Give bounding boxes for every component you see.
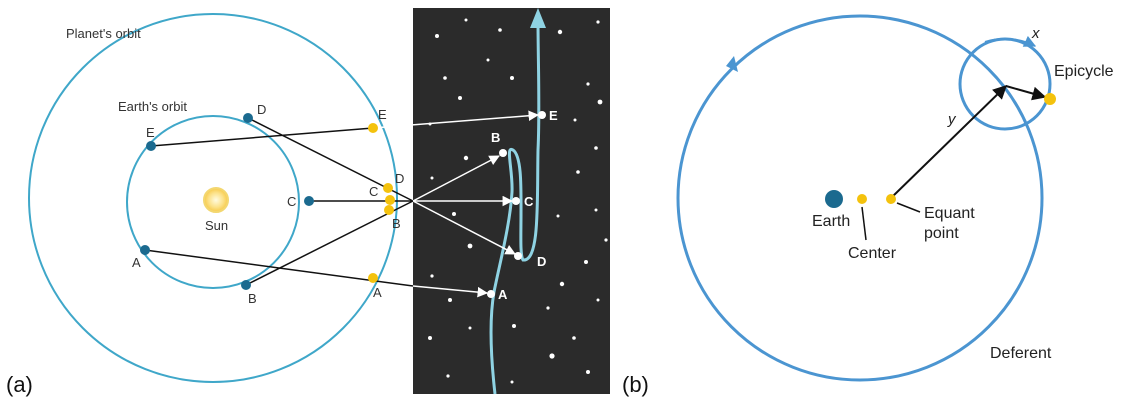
vector-x: [1005, 85, 1047, 101]
planet-label-b: B: [392, 216, 401, 231]
earth-label-c: C: [287, 194, 296, 209]
planet-label-e: E: [378, 107, 387, 122]
equant-pointer: [896, 202, 921, 213]
earth-label-b: B: [248, 291, 257, 306]
sky-position-c: [512, 197, 520, 205]
sky-label-e: E: [549, 108, 558, 123]
sky-label-c: C: [524, 194, 534, 209]
center-point: [857, 194, 867, 204]
planet-position-b: [384, 205, 394, 215]
panel-a-label: (a): [6, 372, 33, 397]
equant-label-line2: point: [924, 225, 959, 242]
sky-label-b: B: [491, 130, 500, 145]
epicycle-label: Epicycle: [1054, 63, 1114, 80]
y-label: y: [947, 111, 957, 128]
earth-position-a: [140, 245, 150, 255]
planet-position-d: [383, 183, 393, 193]
earth-position-e: [146, 141, 156, 151]
equant-point: [886, 194, 896, 204]
vector-y: [890, 85, 1008, 199]
planet-orbit: [28, 13, 398, 383]
planet-orbit-label: Planet's orbit: [66, 26, 141, 41]
earth-label-e: E: [146, 125, 155, 140]
planet-position-a: [368, 273, 378, 283]
sun-icon: [203, 187, 229, 213]
center-pointer: [861, 206, 867, 241]
earth-label: Earth: [812, 213, 850, 230]
sky-position-a: [487, 290, 495, 298]
apparent-path: [489, 19, 541, 395]
earth-position-c: [304, 196, 314, 206]
earth-label-d: D: [257, 102, 266, 117]
sky-position-b: [499, 149, 507, 157]
stars: [428, 18, 608, 384]
sky-position-d: [514, 252, 522, 260]
epicycle-circle: [958, 37, 1052, 131]
earth-positions: [140, 113, 314, 290]
earth-position-b: [241, 280, 251, 290]
sky-positions: [487, 111, 546, 298]
earth-orbit-label: Earth's orbit: [118, 99, 187, 114]
earth-orbit: [126, 115, 300, 289]
sky-label-d: D: [537, 254, 546, 269]
panel-b: Epicycle x y Earth Center Equant point D…: [622, 14, 1114, 397]
planet-label-c: C: [369, 184, 378, 199]
equant-label-line1: Equant: [924, 205, 975, 222]
sky-position-e: [538, 111, 546, 119]
planet-position-e: [368, 123, 378, 133]
center-label: Center: [848, 245, 897, 262]
deferent-direction-arrow-icon: [726, 56, 738, 72]
panel-b-label: (b): [622, 372, 649, 397]
planet-label-d: D: [395, 171, 404, 186]
sun-label: Sun: [205, 218, 228, 233]
panel-a: Planet's orbit Earth's orbit Sun A B C D…: [6, 8, 610, 397]
path-arrow-icon: [530, 8, 546, 28]
x-label: x: [1031, 25, 1040, 42]
deferent-label: Deferent: [990, 345, 1052, 362]
epicycle-direction-arrow: [984, 35, 1037, 47]
planet-position-c: [385, 195, 395, 205]
deferent-circle: [676, 14, 1044, 382]
planet-positions: [368, 123, 395, 283]
earth-position-d: [243, 113, 253, 123]
earth-icon: [825, 190, 843, 208]
sky-label-a: A: [498, 287, 508, 302]
earth-label-a: A: [132, 255, 141, 270]
planet-label-a: A: [373, 285, 382, 300]
planet-point: [1044, 93, 1056, 105]
sight-lines: [144, 110, 540, 298]
